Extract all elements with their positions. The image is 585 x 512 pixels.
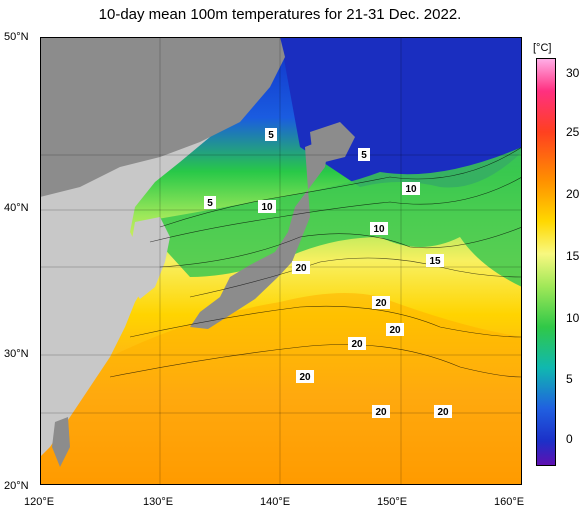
contour-label: 10 [402, 182, 420, 195]
contour-label: 20 [296, 370, 314, 383]
contour-label: 10 [258, 200, 276, 213]
svg-text:20: 20 [389, 325, 401, 336]
colorbar-tick-30: 30 [566, 66, 580, 80]
land-japan [190, 137, 330, 329]
contour-label: 20 [348, 337, 366, 350]
contour-label: 20 [292, 261, 310, 274]
lat-label-20n: 20°N [4, 480, 29, 492]
svg-text:20: 20 [375, 298, 387, 309]
svg-text:20: 20 [375, 407, 387, 418]
map-frame [40, 37, 522, 485]
contour-label: 5 [265, 128, 277, 141]
colorbar-gradient [536, 58, 556, 466]
colorbar-tick-0: 0 [566, 432, 573, 446]
contour-label: 15 [426, 254, 444, 267]
svg-text:20: 20 [351, 339, 363, 350]
contour-label: 20 [372, 296, 390, 309]
contour-label: 10 [370, 222, 388, 235]
lon-label-120e: 120°E [24, 496, 55, 508]
svg-text:10: 10 [405, 184, 417, 195]
isotherms [109, 146, 522, 378]
land-hokkaido [310, 122, 355, 162]
svg-text:20: 20 [299, 372, 311, 383]
lon-label-140e: 140°E [260, 496, 291, 508]
lon-label-130e: 130°E [143, 496, 174, 508]
lat-label-30n: 30°N [4, 348, 29, 360]
lon-label-150e: 150°E [377, 496, 408, 508]
lon-label-160e: 160°E [494, 496, 525, 508]
land-korea [128, 217, 170, 299]
svg-text:5: 5 [361, 150, 367, 161]
contour-label: 20 [434, 405, 452, 418]
contour-label: 5 [358, 148, 370, 161]
colorbar-tick-15: 15 [566, 249, 580, 263]
svg-text:5: 5 [268, 130, 274, 141]
colorbar-tick-10: 10 [566, 311, 580, 325]
contour-label: 20 [386, 323, 404, 336]
contour-labels: 5 5 5 10 10 10 15 20 20 20 20 20 20 20 [204, 128, 452, 418]
colorbar [536, 58, 556, 466]
contour-label: 5 [204, 196, 216, 209]
lat-label-40n: 40°N [4, 202, 29, 214]
warm-water-zone [40, 293, 522, 485]
transition-zone [140, 147, 522, 287]
colorbar-tick-5: 5 [566, 372, 573, 386]
colorbar-tick-25: 25 [566, 125, 580, 139]
lat-label-50n: 50°N [4, 31, 29, 43]
contour-label: 20 [372, 405, 390, 418]
land-sakhalin-north [40, 37, 285, 197]
temperature-map: 5 5 5 10 10 10 15 20 20 20 20 20 20 20 [40, 37, 522, 485]
svg-text:20: 20 [295, 263, 307, 274]
land-taiwan [52, 417, 70, 467]
colorbar-tick-20: 20 [566, 187, 580, 201]
svg-text:10: 10 [261, 202, 273, 213]
colorbar-unit: [°C] [533, 42, 552, 54]
svg-text:5: 5 [207, 198, 213, 209]
svg-text:20: 20 [437, 407, 449, 418]
svg-text:10: 10 [373, 224, 385, 235]
map-title: 10-day mean 100m temperatures for 21-31 … [98, 6, 462, 23]
svg-text:15: 15 [429, 256, 441, 267]
